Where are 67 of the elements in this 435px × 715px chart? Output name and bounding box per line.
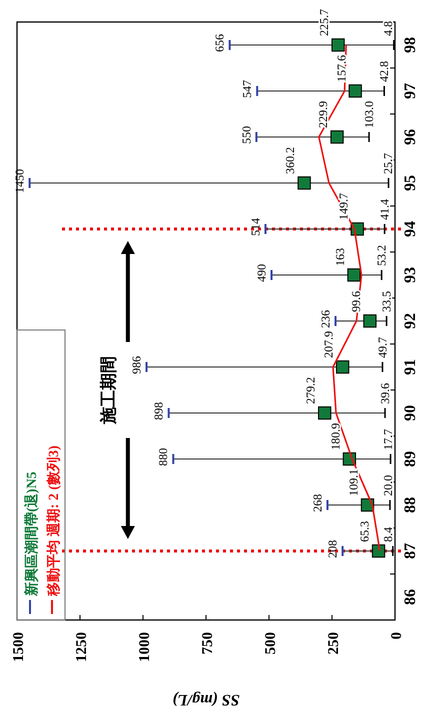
data-label: 99.6 <box>348 291 363 312</box>
data-label: 157.6 <box>334 55 348 82</box>
annotation: 33.5 <box>380 291 394 312</box>
annotation: 103.0 <box>362 101 376 128</box>
text: 移動平均 週期: 2 (數列3) <box>46 445 62 597</box>
y-tick-label: 94 <box>402 221 419 237</box>
x-tick-label: 750 <box>200 632 216 654</box>
annotation: 547 <box>240 80 254 98</box>
annotation: 898 <box>152 402 166 420</box>
x-tick-label: 500 <box>263 632 279 654</box>
x-tick-label: 0 <box>389 632 405 640</box>
data-label: 149.7 <box>336 193 350 220</box>
y-tick-label: 90 <box>402 405 419 421</box>
point <box>372 544 386 558</box>
point <box>332 38 345 52</box>
x-tick-label: 1500 <box>11 632 27 662</box>
annotation: 49.7 <box>375 337 390 358</box>
data-label: 207.9 <box>322 331 336 358</box>
point <box>363 314 377 328</box>
annotation: 490 <box>254 264 269 282</box>
y-tick-label: 87 <box>402 543 419 559</box>
point <box>347 268 361 282</box>
annotation: 550 <box>239 126 254 144</box>
point <box>348 84 362 98</box>
point <box>336 360 350 374</box>
annotation: 268 <box>310 494 324 512</box>
annotation: 656 <box>212 34 227 52</box>
y-tick-label: 98 <box>402 37 419 53</box>
data-label: 163 <box>332 248 347 266</box>
data-label: 109.1 <box>346 469 361 496</box>
y-tick-label: 88 <box>402 497 419 513</box>
x-tick-label: 250 <box>326 632 342 654</box>
annotation: 880 <box>156 448 170 466</box>
annotation: 986 <box>130 356 144 374</box>
annotation: 208 <box>326 540 340 558</box>
annotation: 42.8 <box>377 61 392 82</box>
annotation: 514 <box>248 218 262 236</box>
annotation: 39.6 <box>378 383 392 404</box>
data-label: 180.9 <box>328 423 342 450</box>
point <box>330 130 344 144</box>
point <box>318 406 332 420</box>
annotation: 施工期間 <box>99 356 118 425</box>
annotation: 236 <box>318 310 333 328</box>
y-tick-label: 97 <box>402 83 419 99</box>
y-tick-label: 95 <box>402 175 419 191</box>
x-tick-label: 1250 <box>74 632 90 662</box>
annotation: 8.4 <box>381 527 395 542</box>
annotation: 53.2 <box>374 245 389 266</box>
data-label: 225.7 <box>317 9 332 36</box>
y-tick-label: 92 <box>402 313 419 329</box>
y-tick-label: 89 <box>402 451 419 467</box>
y-tick-label: 96 <box>402 129 419 145</box>
data-label: 279.2 <box>304 377 318 404</box>
data-label: 360.2 <box>283 147 298 174</box>
data-label: 229.9 <box>316 101 330 128</box>
y-tick-label: 91 <box>402 359 419 375</box>
annotation: 25.7 <box>381 153 395 174</box>
annotation: 20.0 <box>381 475 395 496</box>
data-label: 65.3 <box>358 521 372 542</box>
text: 新興區潮間帶(退)N5 <box>23 472 40 597</box>
x-axis-title: SS (mg/L) <box>172 691 240 708</box>
y-tick-label: 86 <box>402 589 419 605</box>
y-tick-label: 93 <box>402 267 419 283</box>
annotation: 41.4 <box>378 199 392 220</box>
x-tick-label: 1000 <box>137 632 153 662</box>
annotation: 17.7 <box>381 429 395 450</box>
point <box>298 176 311 190</box>
